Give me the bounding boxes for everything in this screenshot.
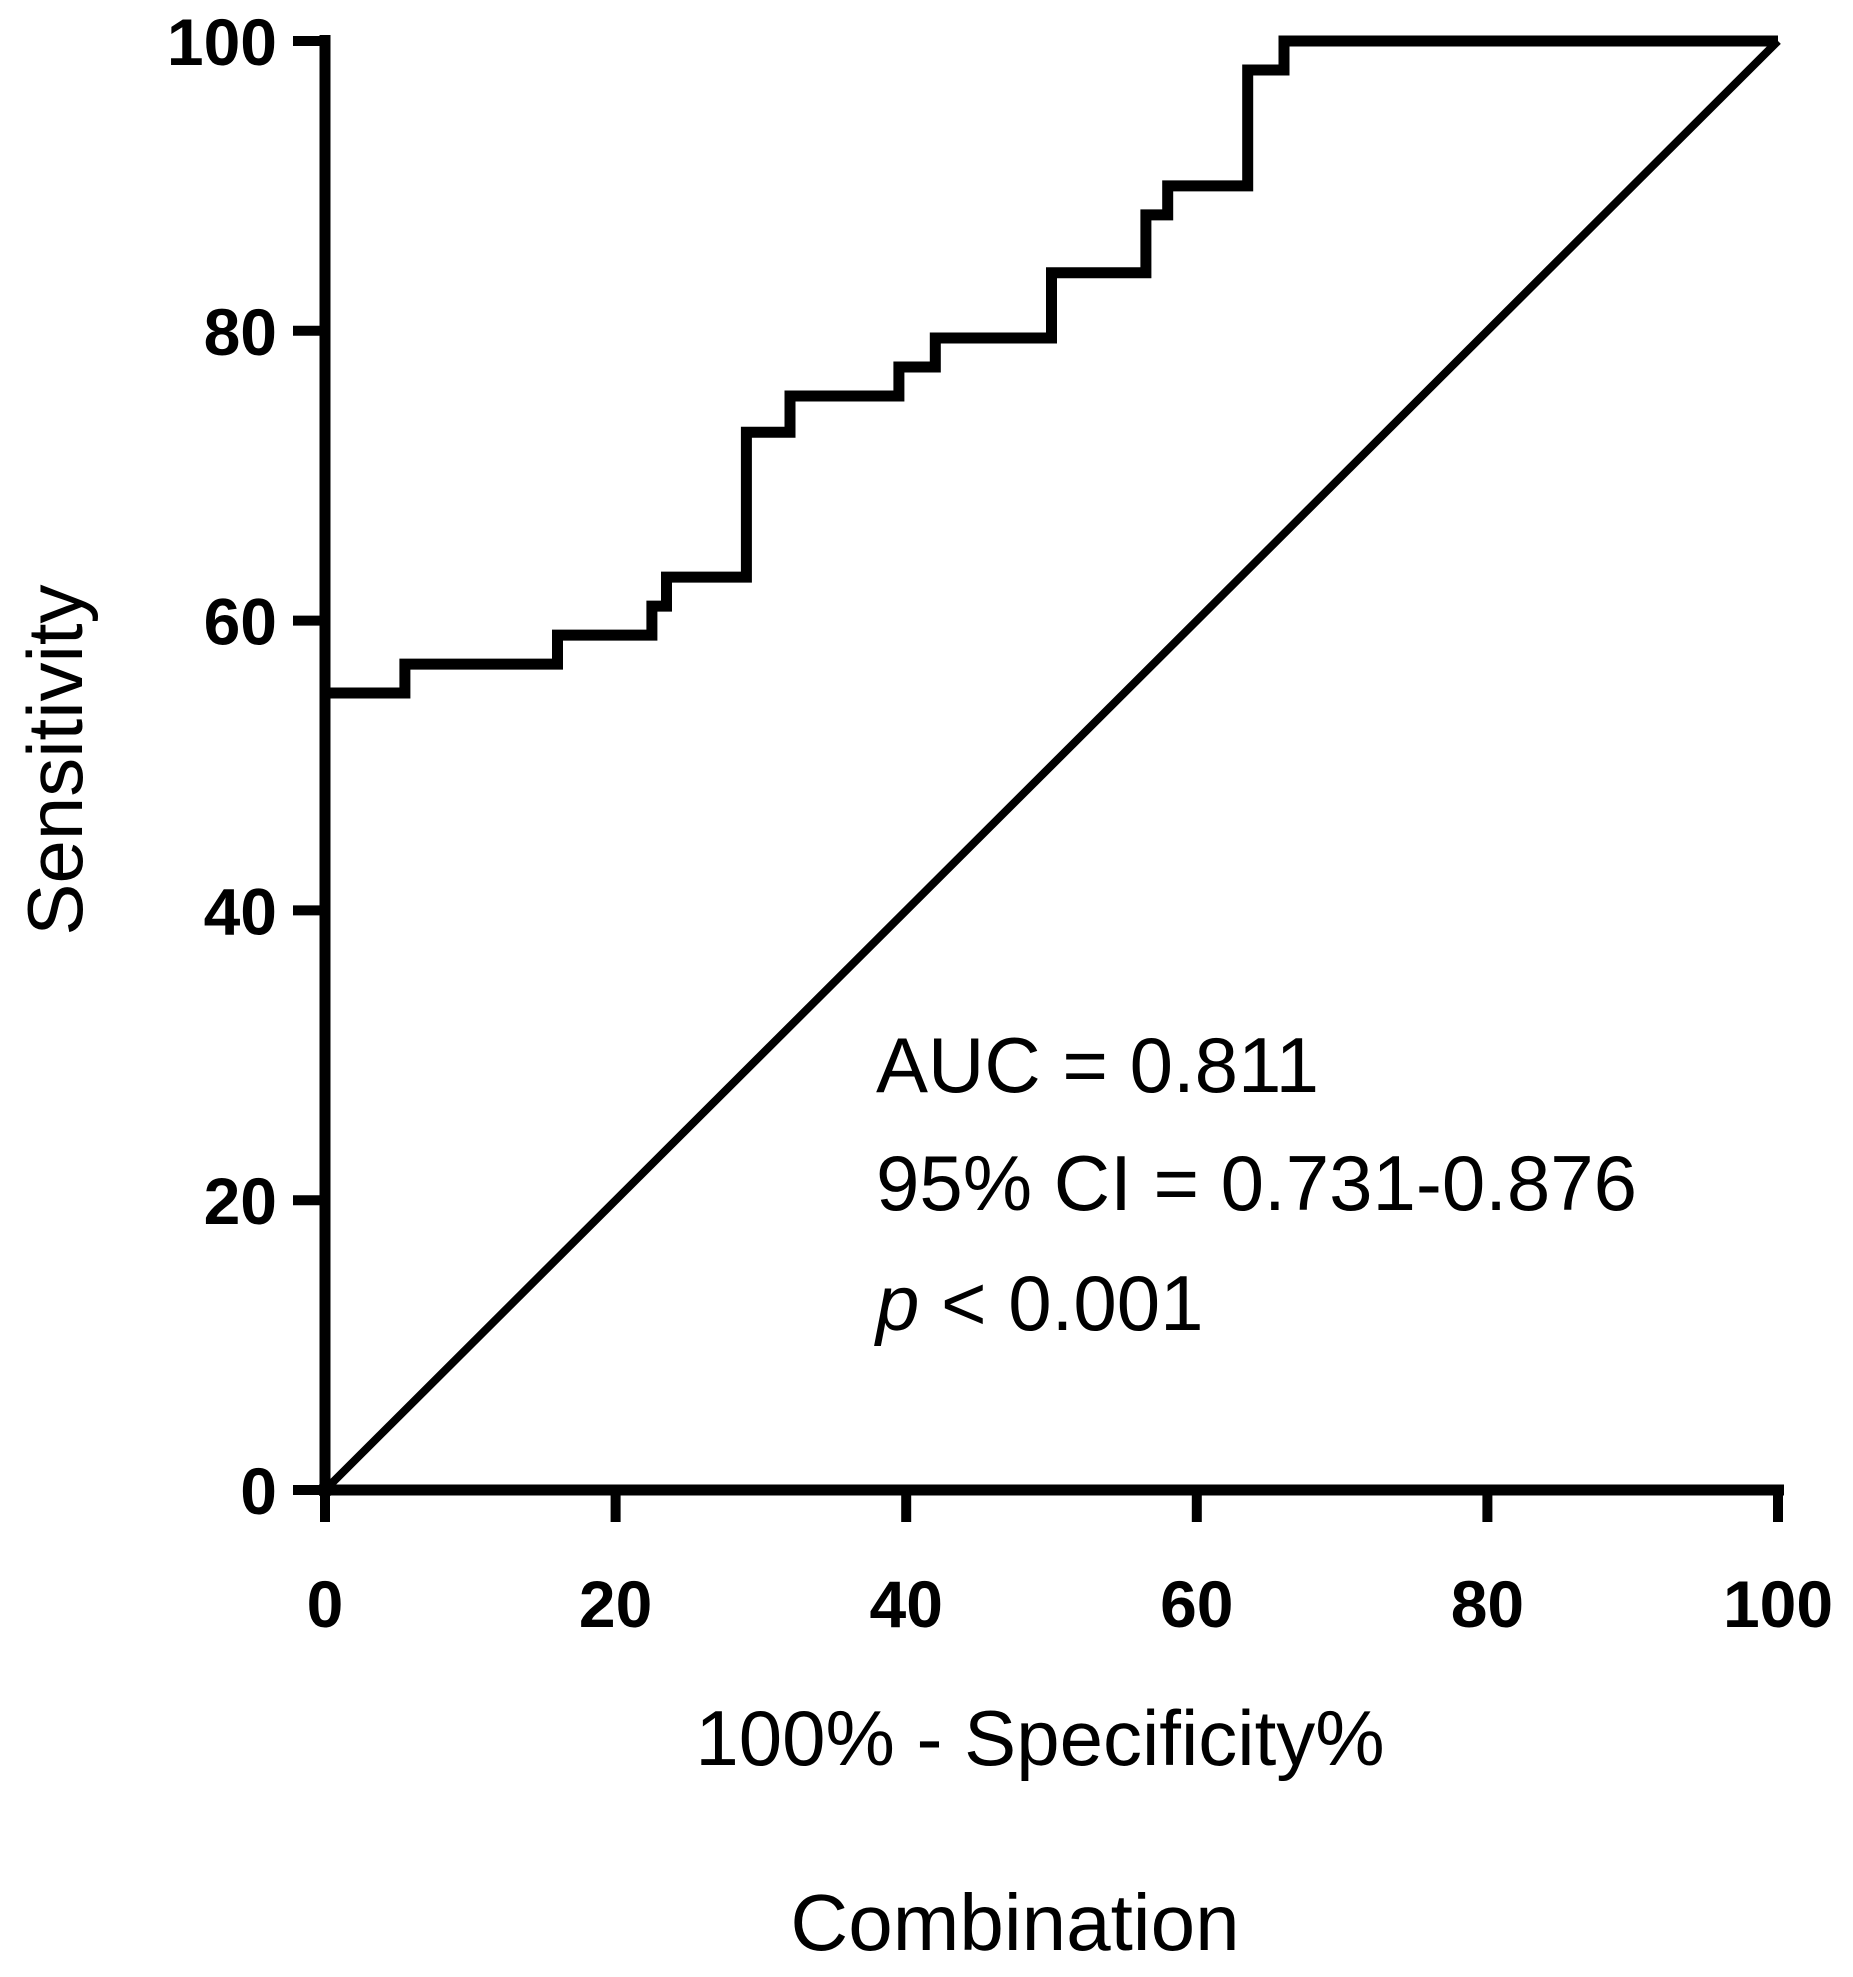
p-value-text: < 0.001 (919, 1259, 1203, 1347)
p-value-annotation: p < 0.001 (874, 1259, 1203, 1347)
x-tick-label: 60 (1160, 1567, 1233, 1641)
y-tick-label: 20 (204, 1164, 277, 1238)
p-symbol: p (874, 1259, 919, 1347)
x-axis-ticks: 0 20 40 60 80 100 (307, 1490, 1833, 1641)
x-tick-label: 40 (869, 1567, 942, 1641)
x-tick-label: 100 (1723, 1567, 1833, 1641)
roc-curve (319, 35, 1778, 1490)
roc-curve-path (319, 35, 1778, 1490)
y-axis-title: Sensitivity (11, 584, 99, 935)
x-tick-label: 0 (307, 1567, 344, 1641)
x-tick-label: 80 (1451, 1567, 1524, 1641)
chart-caption: Combination (790, 1878, 1239, 1967)
auc-annotation: AUC = 0.811 (876, 1021, 1319, 1109)
y-tick-label: 80 (204, 295, 277, 369)
x-axis-title: 100% - Specificity% (695, 1694, 1384, 1782)
ci-annotation: 95% CI = 0.731-0.876 (876, 1139, 1637, 1227)
y-tick-label: 40 (204, 874, 277, 948)
reference-diagonal-line (322, 38, 1781, 1493)
axes (319, 35, 1784, 1496)
x-tick-label: 20 (579, 1567, 652, 1641)
y-tick-label: 0 (240, 1454, 277, 1528)
y-tick-label: 60 (204, 585, 277, 659)
reference-line-path (322, 38, 1781, 1493)
y-tick-label: 100 (167, 5, 277, 79)
y-axis-ticks: 0 20 40 60 80 100 (167, 5, 325, 1528)
